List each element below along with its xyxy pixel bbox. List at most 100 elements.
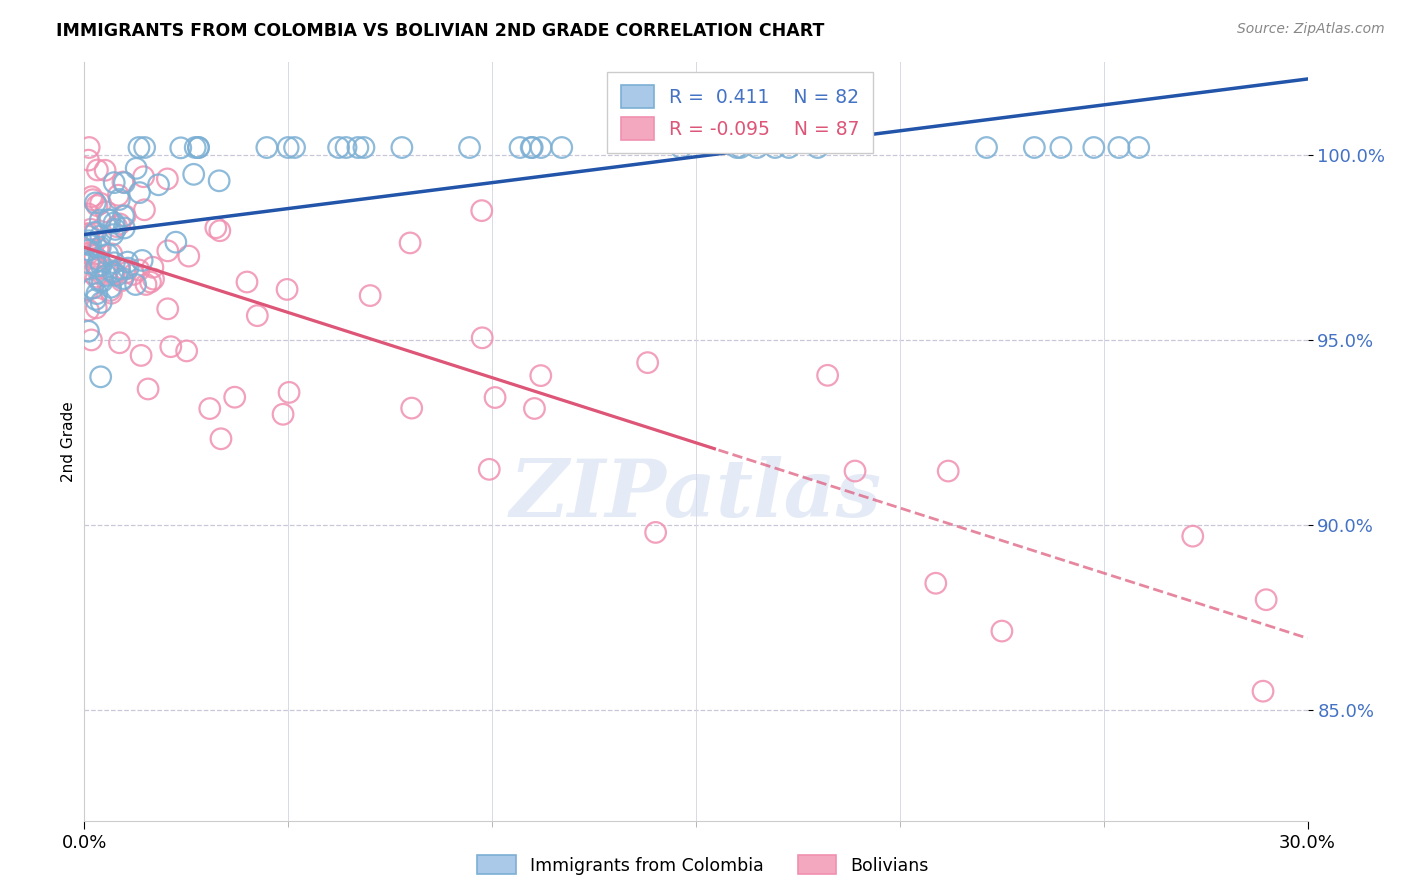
Point — [328, 140, 350, 154]
Point — [925, 576, 948, 591]
Legend: R =  0.411    N = 82, R = -0.095    N = 87: R = 0.411 N = 82, R = -0.095 N = 87 — [607, 72, 873, 153]
Point — [77, 140, 100, 154]
Point — [125, 161, 148, 176]
Point — [98, 284, 121, 298]
Point — [84, 270, 107, 285]
Point — [637, 356, 659, 370]
Point — [156, 172, 179, 186]
Point — [778, 140, 800, 154]
Point — [86, 262, 108, 277]
Point — [90, 228, 112, 243]
Point — [87, 260, 110, 274]
Point — [131, 253, 153, 268]
Point — [84, 301, 107, 315]
Point — [177, 249, 200, 263]
Point — [763, 140, 786, 154]
Point — [103, 268, 125, 282]
Point — [103, 176, 125, 190]
Point — [98, 213, 121, 227]
Point — [129, 348, 152, 362]
Point — [112, 209, 135, 223]
Point — [108, 335, 131, 350]
Point — [1251, 684, 1274, 698]
Point — [89, 274, 111, 288]
Point — [139, 275, 162, 289]
Point — [77, 282, 100, 296]
Point — [117, 255, 139, 269]
Point — [100, 280, 122, 294]
Point — [644, 525, 666, 540]
Point — [83, 227, 105, 241]
Point — [105, 268, 128, 283]
Point — [176, 343, 198, 358]
Point — [142, 260, 165, 275]
Point — [159, 340, 181, 354]
Point — [277, 140, 299, 154]
Point — [114, 209, 136, 223]
Point — [128, 140, 150, 154]
Point — [128, 263, 150, 277]
Point — [523, 401, 546, 416]
Point — [80, 222, 103, 236]
Point — [100, 247, 122, 261]
Point — [96, 204, 118, 219]
Point — [509, 140, 531, 154]
Text: IMMIGRANTS FROM COLOMBIA VS BOLIVIAN 2ND GRADE CORRELATION CHART: IMMIGRANTS FROM COLOMBIA VS BOLIVIAN 2ND… — [56, 22, 824, 40]
Point — [96, 268, 118, 283]
Point — [77, 229, 100, 244]
Point — [111, 175, 134, 189]
Point — [391, 140, 413, 154]
Point — [183, 167, 205, 181]
Point — [83, 252, 105, 266]
Point — [86, 286, 108, 301]
Point — [89, 240, 111, 254]
Point — [82, 193, 104, 207]
Point — [82, 281, 104, 295]
Point — [747, 140, 769, 154]
Point — [103, 265, 125, 279]
Y-axis label: 2nd Grade: 2nd Grade — [60, 401, 76, 482]
Point — [124, 277, 146, 292]
Point — [730, 140, 752, 154]
Point — [136, 382, 159, 396]
Point — [522, 140, 544, 154]
Point — [224, 390, 246, 404]
Point — [77, 207, 100, 221]
Point — [108, 217, 131, 231]
Point — [669, 140, 692, 154]
Point — [135, 277, 157, 292]
Point — [1024, 140, 1046, 154]
Point — [1181, 529, 1204, 543]
Point — [77, 243, 100, 257]
Point — [115, 266, 138, 280]
Point — [209, 432, 232, 446]
Point — [100, 286, 122, 301]
Point — [86, 163, 108, 178]
Point — [1050, 140, 1073, 154]
Point — [108, 193, 131, 207]
Point — [114, 262, 136, 277]
Point — [347, 140, 370, 154]
Point — [107, 188, 129, 202]
Point — [83, 247, 105, 261]
Point — [198, 401, 221, 416]
Point — [101, 265, 124, 279]
Point — [77, 234, 100, 248]
Point — [478, 462, 501, 476]
Point — [90, 258, 112, 272]
Point — [208, 174, 231, 188]
Point — [80, 333, 103, 347]
Point — [278, 385, 301, 400]
Point — [530, 140, 553, 154]
Point — [87, 253, 110, 268]
Point — [111, 274, 134, 288]
Point — [97, 247, 120, 261]
Point — [104, 222, 127, 236]
Point — [936, 464, 959, 478]
Point — [208, 224, 231, 238]
Point — [142, 272, 165, 286]
Point — [112, 176, 135, 190]
Point — [77, 256, 100, 270]
Point — [844, 464, 866, 478]
Point — [80, 190, 103, 204]
